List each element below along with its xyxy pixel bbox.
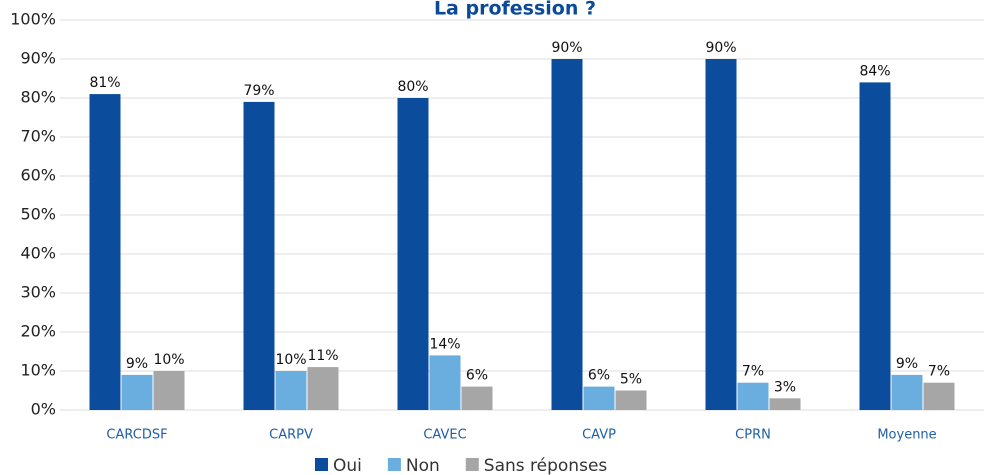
y-tick-label: 60% <box>20 166 56 185</box>
value-label: 84% <box>859 63 890 79</box>
y-tick-label: 80% <box>20 88 56 107</box>
x-tick-label: Moyenne <box>877 428 936 443</box>
y-tick-label: 10% <box>20 361 56 380</box>
value-label: 79% <box>243 83 274 99</box>
bar <box>923 382 955 410</box>
y-tick-label: 20% <box>20 322 56 341</box>
bar <box>891 374 923 410</box>
value-label: 7% <box>742 364 764 380</box>
bar <box>153 371 185 410</box>
value-label: 3% <box>774 379 796 395</box>
legend-swatch <box>315 458 328 471</box>
bar <box>769 398 801 410</box>
bar <box>89 94 121 410</box>
y-tick-label: 40% <box>20 244 56 263</box>
legend-swatch <box>465 458 479 471</box>
value-label: 5% <box>620 372 642 388</box>
y-tick-label: 100% <box>10 10 56 29</box>
bar <box>737 382 769 410</box>
value-label: 90% <box>551 40 582 56</box>
chart-title: La profession ? <box>434 0 596 20</box>
value-label: 10% <box>275 352 306 368</box>
legend-label: Non <box>406 456 440 475</box>
y-tick-label: 70% <box>20 127 56 146</box>
bar <box>121 374 153 410</box>
value-label: 9% <box>126 356 148 372</box>
value-label: 7% <box>928 364 950 380</box>
bar <box>615 390 647 410</box>
value-label: 11% <box>307 348 338 364</box>
bar <box>859 82 891 411</box>
x-tick-label: CAVP <box>582 428 616 443</box>
x-tick-label: CAVEC <box>423 428 466 443</box>
value-label: 14% <box>429 336 460 352</box>
y-tick-label: 0% <box>31 400 56 419</box>
legend-swatch <box>387 458 401 471</box>
x-tick-label: CARPV <box>269 428 313 443</box>
bar <box>275 371 307 410</box>
value-label: 81% <box>89 75 120 91</box>
value-label: 80% <box>397 79 428 95</box>
bar <box>705 59 737 410</box>
y-tick-label: 50% <box>20 205 56 224</box>
x-tick-label: CARCDSF <box>106 428 167 443</box>
x-tick-label: CPRN <box>735 428 771 443</box>
bar <box>429 355 461 410</box>
bar <box>397 98 429 410</box>
bar <box>307 367 339 410</box>
bar <box>461 386 493 410</box>
value-label: 9% <box>896 356 918 372</box>
value-label: 90% <box>705 40 736 56</box>
y-tick-label: 90% <box>20 49 56 68</box>
value-label: 6% <box>588 368 610 384</box>
bar <box>551 59 583 410</box>
bar <box>243 101 275 411</box>
value-label: 10% <box>153 352 184 368</box>
value-label: 6% <box>466 368 488 384</box>
bar <box>583 386 615 410</box>
y-tick-label: 30% <box>20 283 56 302</box>
legend-label: Sans réponses <box>484 456 608 475</box>
legend-label: Oui <box>333 456 362 475</box>
